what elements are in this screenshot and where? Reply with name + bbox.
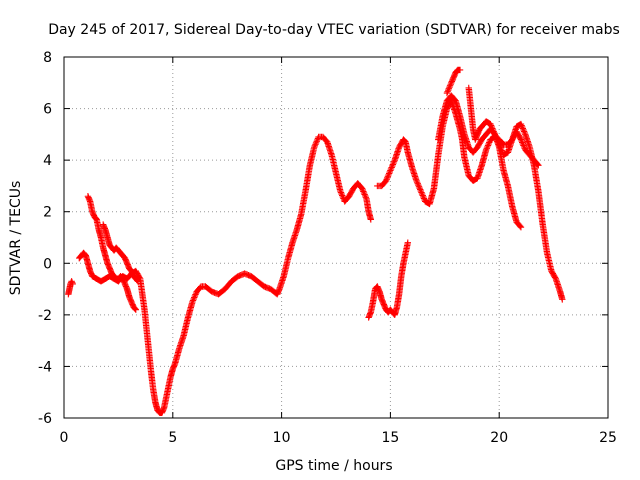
x-tick-label: 25 [599,430,617,446]
data-series [374,97,542,208]
x-tick-label: 20 [490,430,508,446]
chart-title: Day 245 of 2017, Sidereal Day-to-day VTE… [48,22,620,38]
y-tick-label: -6 [38,411,52,427]
x-axis-label: GPS time / hours [275,458,392,474]
chart-grid [64,57,608,418]
data-markers [374,97,542,208]
y-tick-label: -2 [38,308,52,324]
y-tick-label: 4 [43,153,52,169]
data-series-layer [65,66,566,417]
y-tick-label: 8 [43,50,52,66]
data-markers [84,193,140,313]
data-markers [443,66,464,97]
data-markers [65,278,76,298]
y-tick-label: 0 [43,256,52,272]
data-series [443,66,464,97]
y-tick-label: 6 [43,102,52,118]
x-tick-label: 0 [60,430,69,446]
data-markers [465,84,566,303]
y-tick-label: -4 [38,359,52,375]
data-series [365,239,412,321]
data-series [65,278,76,298]
x-tick-label: 10 [273,430,291,446]
axis-ticks: 0 5 10 15 20 25 -6 -4 -2 0 2 4 6 8 [38,50,617,446]
data-markers [76,133,375,417]
x-tick-label: 15 [381,430,399,446]
data-series [76,133,375,417]
data-series [84,193,140,313]
data-markers [365,239,412,321]
data-series [465,84,566,303]
data-markers [99,221,142,285]
y-tick-label: 2 [43,205,52,221]
y-axis-label: SDTVAR / TECUs [8,181,24,296]
x-tick-label: 5 [168,430,177,446]
data-series [99,221,142,285]
plot-frame [63,56,609,419]
